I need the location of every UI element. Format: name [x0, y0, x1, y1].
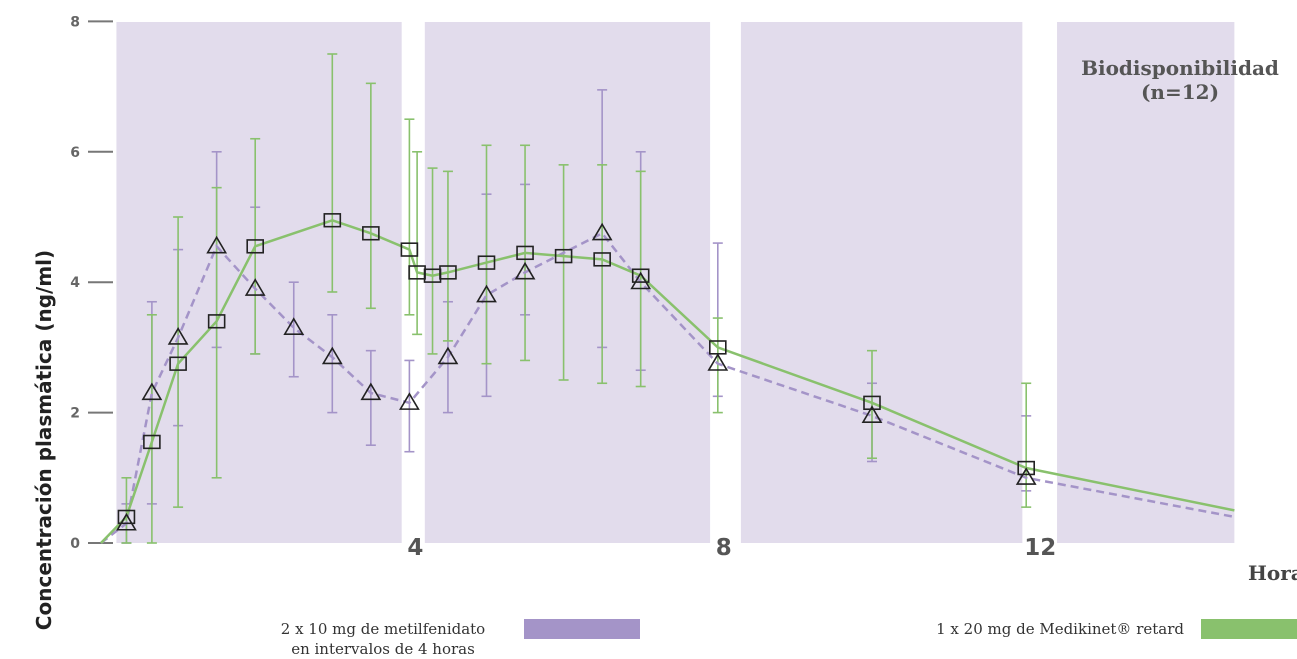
triangle-marker-15: [707, 353, 729, 371]
error-bar-s2-12: [481, 144, 492, 365]
error-bar-s2-16: [635, 170, 646, 388]
annotation-line-2: (n=12): [1140, 80, 1220, 104]
annotation-line-1: Biodisponibilidad: [1081, 56, 1279, 80]
triangle-marker-16: [861, 405, 883, 423]
triangle-marker-11: [476, 284, 497, 303]
error-bar-s2-6: [327, 53, 338, 293]
square-marker-3: [169, 356, 187, 371]
y-tick-label-2: 2: [70, 406, 80, 422]
shaded-band-4: [1057, 22, 1235, 543]
triangle-marker-8: [360, 382, 382, 401]
chart-annotation: Biodisponibilidad (n=12): [1042, 56, 1297, 104]
legend-label-purple: 2 x 10 mg de metilfenidato en intervalos…: [260, 619, 506, 659]
square-marker-19: [1017, 460, 1036, 476]
legend-label-purple-line-2: en intervalos de 4 horas: [291, 640, 475, 658]
triangle-marker-10: [437, 346, 459, 365]
error-bar-s2-8: [404, 118, 415, 316]
triangle-marker-2: [141, 382, 163, 401]
triangle-marker-4: [206, 235, 228, 254]
error-bar-s2-18: [867, 349, 877, 460]
x-tick-label-4: 4: [407, 535, 423, 561]
triangle-marker-6: [283, 317, 305, 335]
error-bar-s2-14: [558, 164, 569, 381]
square-marker-1: [117, 509, 136, 525]
square-marker-8: [400, 242, 419, 257]
y-tick-label-8: 8: [70, 14, 80, 30]
x-axis-label: Horas: [1248, 561, 1297, 585]
square-marker-15: [593, 252, 611, 267]
shaded-band-3: [740, 22, 1023, 543]
series-line-1: [100, 231, 1235, 544]
square-marker-14: [554, 248, 573, 264]
y-tick-label-4: 4: [70, 275, 80, 291]
error-bar-s2-17: [712, 317, 723, 414]
legend-swatch-green: [1201, 619, 1297, 639]
legend-label-green: 1 x 20 mg de Medikinet® retard: [936, 620, 1184, 638]
triangle-marker-7: [321, 346, 343, 365]
square-marker-6: [323, 213, 342, 228]
shaded-band-1: [116, 22, 402, 543]
triangle-marker-9: [399, 392, 420, 410]
error-bar-s1-8: [365, 349, 376, 447]
error-bar-s2-2: [146, 313, 157, 544]
triangle-marker-1: [116, 512, 137, 531]
error-bar-s2-7: [365, 82, 376, 310]
square-marker-4: [207, 314, 226, 329]
square-marker-17: [708, 340, 727, 355]
triangle-marker-14: [630, 271, 652, 290]
y-axis-label: Concentración plasmática (ng/ml): [32, 249, 56, 631]
square-marker-7: [362, 226, 380, 241]
y-tick-label-6: 6: [70, 145, 80, 161]
triangle-marker-5: [244, 278, 266, 296]
square-marker-5: [246, 239, 264, 254]
triangle-marker-3: [167, 327, 189, 345]
square-marker-18: [863, 395, 881, 411]
x-tick-label-12: 12: [1024, 535, 1056, 561]
square-marker-13: [516, 245, 534, 261]
shaded-band-2: [424, 22, 711, 543]
triangle-marker-17: [1015, 467, 1037, 485]
square-marker-16: [631, 268, 650, 283]
error-bar-s1-6: [288, 281, 299, 378]
error-bar-s2-19: [1021, 382, 1032, 508]
error-bar-s2-15: [597, 164, 608, 385]
error-bar-s2-11: [442, 170, 453, 342]
x-tick-label-8: 8: [716, 535, 732, 561]
error-bar-s1-9: [404, 359, 415, 453]
legend-swatch-purple: [524, 619, 640, 639]
square-marker-2: [143, 434, 161, 450]
series-line-2: [100, 218, 1235, 544]
square-marker-12: [477, 255, 496, 270]
square-marker-11: [439, 265, 457, 280]
triangle-marker-13: [591, 222, 613, 241]
triangle-marker-12: [514, 261, 536, 280]
error-bar-s2-10: [427, 167, 438, 355]
legend-label-purple-line-1: 2 x 10 mg de metilfenidato: [280, 620, 486, 638]
y-tick-label-0: 0: [70, 536, 80, 552]
